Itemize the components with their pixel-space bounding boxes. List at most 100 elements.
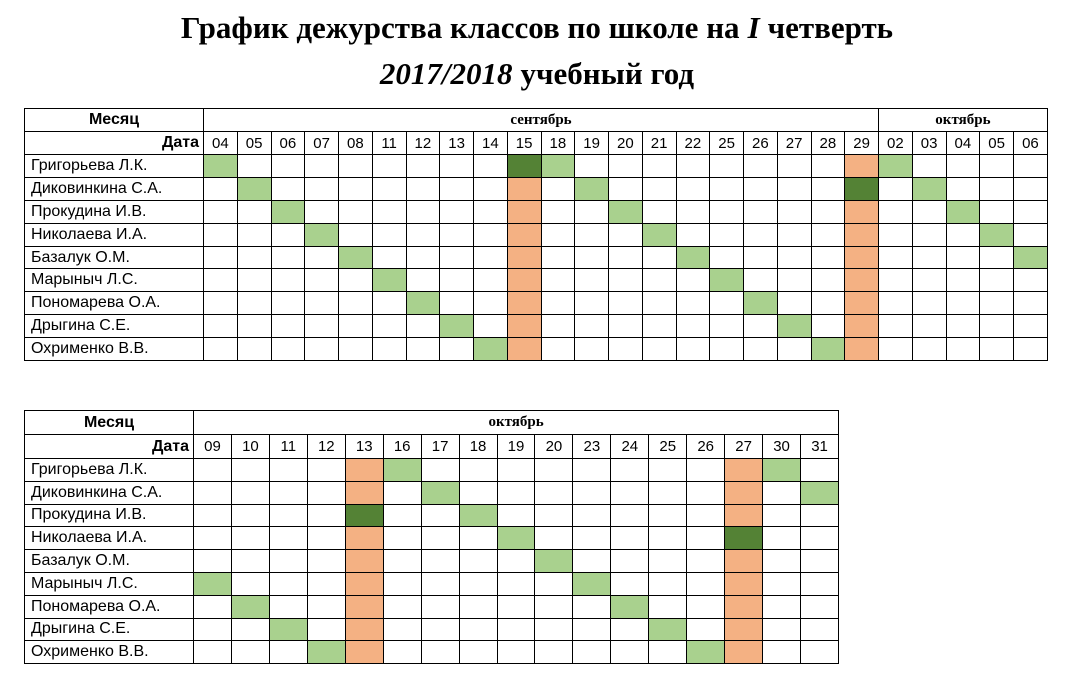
class-row: Григорьева Л.К.	[24, 154, 1048, 178]
duty-cell	[193, 617, 232, 642]
duty-cell	[270, 337, 306, 362]
duty-cell	[844, 268, 880, 293]
duty-cell	[230, 571, 270, 596]
duty-cell	[799, 617, 840, 642]
duty-cell	[724, 617, 764, 642]
duty-cell	[540, 245, 576, 270]
duty-cell	[534, 571, 574, 596]
duty-cell	[743, 199, 778, 224]
duty-cell	[270, 176, 306, 201]
duty-cell	[810, 314, 846, 339]
duty-cell	[405, 222, 441, 247]
duty-cell	[506, 314, 542, 339]
duty-cell	[473, 245, 508, 270]
date: 13	[344, 434, 384, 459]
duty-cell	[405, 268, 441, 293]
duty-cell	[844, 291, 880, 316]
duty-cell	[810, 222, 846, 247]
duty-cell	[236, 154, 272, 178]
title-text: I	[747, 10, 760, 45]
duty-cell	[799, 640, 840, 665]
duty-cell	[193, 640, 232, 665]
duty-cell	[338, 222, 373, 247]
duty-cell	[911, 222, 947, 247]
date: 11	[268, 434, 308, 459]
duty-cell	[572, 571, 612, 596]
duty-cell	[382, 549, 422, 573]
duty-cell	[236, 268, 272, 293]
duty-cell	[776, 337, 812, 362]
duty-cell	[338, 314, 373, 339]
duty-cell	[371, 314, 407, 339]
duty-cell	[268, 480, 308, 505]
class-row: Диковинкина С.А.	[24, 480, 840, 505]
duty-cell	[506, 245, 542, 270]
duty-cell	[270, 245, 306, 270]
class-row: Дрыгина С.Е.	[24, 617, 840, 642]
class-teacher: Дрыгина С.Е.	[24, 617, 194, 642]
duty-cell	[911, 314, 947, 339]
duty-cell	[382, 480, 422, 505]
duty-cell	[799, 594, 840, 619]
duty-cell	[776, 199, 812, 224]
duty-cell	[979, 199, 1015, 224]
duty-cell	[610, 640, 650, 665]
duty-cell	[534, 503, 574, 528]
date: 06	[270, 131, 306, 155]
duty-cell	[608, 337, 643, 362]
class-teacher: Базалук О.М.	[24, 245, 204, 270]
class-teacher: Николаева И.А.	[24, 222, 204, 247]
duty-cell	[844, 314, 880, 339]
duty-cell	[610, 571, 650, 596]
duty-cell	[193, 594, 232, 619]
class-teacher: Пономарева О.А.	[24, 291, 204, 316]
duty-cell	[473, 199, 508, 224]
duty-cell	[762, 640, 801, 665]
duty-cell	[405, 199, 441, 224]
duty-cell	[540, 154, 576, 178]
duty-cell	[945, 268, 981, 293]
date-label: Дата	[24, 131, 204, 155]
duty-cell	[473, 268, 508, 293]
duty-cell	[675, 154, 711, 178]
duty-cell	[344, 594, 384, 619]
duty-cell	[844, 176, 880, 201]
duty-cell	[405, 176, 441, 201]
duty-cell	[844, 245, 880, 270]
duty-cell	[344, 571, 384, 596]
duty-cell	[203, 176, 238, 201]
duty-cell	[945, 245, 981, 270]
duty-cell	[574, 291, 609, 316]
duty-cell	[534, 617, 574, 642]
duty-cell	[686, 617, 726, 642]
duty-cell	[306, 640, 346, 665]
duty-cell	[439, 199, 474, 224]
duty-cell	[338, 268, 373, 293]
duty-cell	[405, 291, 441, 316]
duty-cell	[724, 458, 764, 482]
duty-cell	[911, 176, 947, 201]
duty-cell	[648, 503, 688, 528]
duty-cell	[776, 245, 812, 270]
duty-cell	[338, 176, 373, 201]
duty-cell	[306, 617, 346, 642]
duty-cell	[648, 549, 688, 573]
duty-cell	[193, 458, 232, 482]
duty-cell	[540, 314, 576, 339]
duty-cell	[203, 314, 238, 339]
duty-cell	[799, 458, 840, 482]
duty-cell	[724, 480, 764, 505]
duty-cell	[810, 199, 846, 224]
duty-cell	[608, 176, 643, 201]
duty-cell	[193, 480, 232, 505]
table-body: Месяц октябрь Дата 09 10 11 12 13 16 17 18 19 20 23 24…	[24, 410, 840, 665]
duty-cell	[648, 617, 688, 642]
duty-cell	[344, 617, 384, 642]
duty-cell	[338, 291, 373, 316]
duty-cell	[203, 199, 238, 224]
duty-cell	[743, 245, 778, 270]
duty-cell	[799, 480, 840, 505]
duty-cell	[776, 268, 812, 293]
duty-cell	[1013, 154, 1048, 178]
